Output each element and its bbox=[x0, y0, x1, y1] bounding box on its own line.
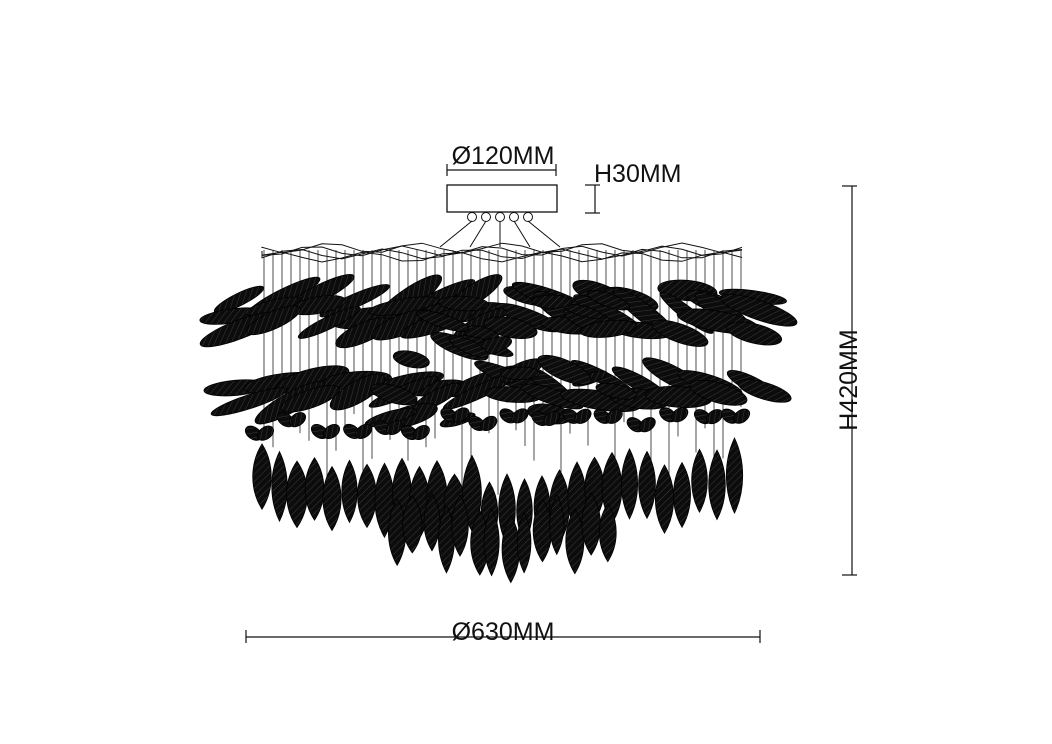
leaf-shape bbox=[412, 424, 430, 441]
crystal-drop bbox=[357, 463, 377, 529]
leaf-shape bbox=[579, 319, 637, 338]
leaf-shape bbox=[280, 385, 341, 413]
canopy-knob bbox=[509, 212, 519, 222]
leaf-shape bbox=[689, 379, 748, 406]
crystal-drop bbox=[271, 450, 288, 523]
leaf-shape bbox=[210, 387, 288, 417]
canopy-knob bbox=[467, 212, 477, 222]
canopy-diameter-label: Ø120MM bbox=[452, 142, 555, 170]
leaf-shape bbox=[511, 408, 529, 424]
crystal-drop bbox=[549, 494, 565, 556]
canopy-diameter-dimension: Ø120MM bbox=[446, 142, 557, 176]
leaf-shape bbox=[392, 350, 430, 369]
leaf-shape bbox=[720, 293, 798, 327]
canopy-knob bbox=[523, 212, 533, 222]
leaf-shape bbox=[726, 321, 783, 346]
canopy-height-label: H30MM bbox=[594, 160, 682, 188]
leaf-shape bbox=[297, 306, 361, 339]
leaf-shape bbox=[385, 419, 404, 435]
crystal-drop bbox=[638, 450, 656, 520]
crystal-drop bbox=[341, 459, 358, 524]
leaf-shape bbox=[355, 423, 373, 439]
frame-wire bbox=[261, 251, 743, 263]
canopy-arm bbox=[527, 220, 561, 248]
canopy-arm bbox=[439, 220, 473, 248]
leaf-shape bbox=[520, 383, 584, 410]
crystal-drop bbox=[599, 502, 617, 563]
leaf-decorations bbox=[199, 274, 798, 441]
leaf-shape bbox=[543, 410, 561, 427]
leaf-shape bbox=[574, 408, 592, 424]
canopy-height-dimension: H30MM bbox=[585, 160, 682, 214]
frame-wire bbox=[261, 242, 743, 254]
crystal-drop bbox=[252, 443, 272, 510]
leaf-shape bbox=[605, 408, 623, 424]
crystal-drop bbox=[621, 448, 638, 520]
crystal-drop bbox=[322, 465, 342, 532]
crystal-drops bbox=[252, 437, 743, 584]
leaf-shape bbox=[595, 382, 638, 400]
leaf-shape bbox=[452, 407, 470, 423]
leaf-shape bbox=[638, 417, 656, 433]
leaf-shape bbox=[448, 335, 489, 358]
crystal-drop bbox=[673, 461, 691, 529]
leaf-shape bbox=[733, 408, 751, 424]
ceiling-canopy bbox=[439, 184, 561, 248]
leaf-shape bbox=[288, 412, 307, 428]
crystal-drop bbox=[581, 492, 601, 556]
crystal-drop bbox=[726, 437, 743, 515]
canopy-knob bbox=[481, 212, 491, 222]
leaf-shape bbox=[537, 354, 592, 385]
crystal-drop bbox=[402, 495, 423, 554]
leaf-shape bbox=[671, 407, 689, 423]
leaf-shape bbox=[500, 366, 541, 381]
leaf-shape bbox=[586, 290, 631, 311]
canopy-knob bbox=[495, 212, 505, 222]
leaf-shape bbox=[213, 285, 265, 314]
canopy-arm bbox=[513, 220, 531, 248]
crystal-drop bbox=[691, 448, 708, 514]
crystal-drop bbox=[304, 457, 325, 521]
frame-wire bbox=[261, 248, 743, 260]
chandelier-frame bbox=[261, 242, 743, 263]
leaf-shape bbox=[480, 415, 498, 431]
leaf-shape bbox=[651, 319, 709, 347]
total-height-label: H420MM bbox=[835, 329, 863, 430]
canopy-fixings bbox=[439, 212, 561, 248]
leaf-shape bbox=[322, 423, 341, 440]
leaf-shape bbox=[256, 425, 275, 441]
leaf-shape bbox=[329, 373, 386, 411]
crystal-drop bbox=[423, 492, 441, 552]
crystal-drop bbox=[483, 507, 500, 577]
crystal-drop bbox=[286, 460, 308, 529]
total-height-dimension: H420MM bbox=[835, 185, 863, 576]
leaf-shape bbox=[416, 310, 470, 332]
leaf-shape bbox=[370, 383, 418, 406]
crystal-drop bbox=[516, 511, 532, 574]
frame-wire bbox=[261, 245, 743, 257]
total-diameter-label: Ø630MM bbox=[452, 618, 555, 646]
total-diameter-dimension: Ø630MM bbox=[245, 618, 761, 646]
leaf-shape bbox=[246, 305, 301, 336]
leaf-shape bbox=[438, 295, 489, 312]
crystal-drop bbox=[708, 449, 726, 521]
leaf-shape bbox=[531, 294, 573, 309]
leaf-shape bbox=[737, 379, 792, 403]
canopy-arm bbox=[469, 220, 487, 248]
crystal-drop bbox=[451, 494, 469, 557]
crystal-drop bbox=[655, 464, 674, 535]
